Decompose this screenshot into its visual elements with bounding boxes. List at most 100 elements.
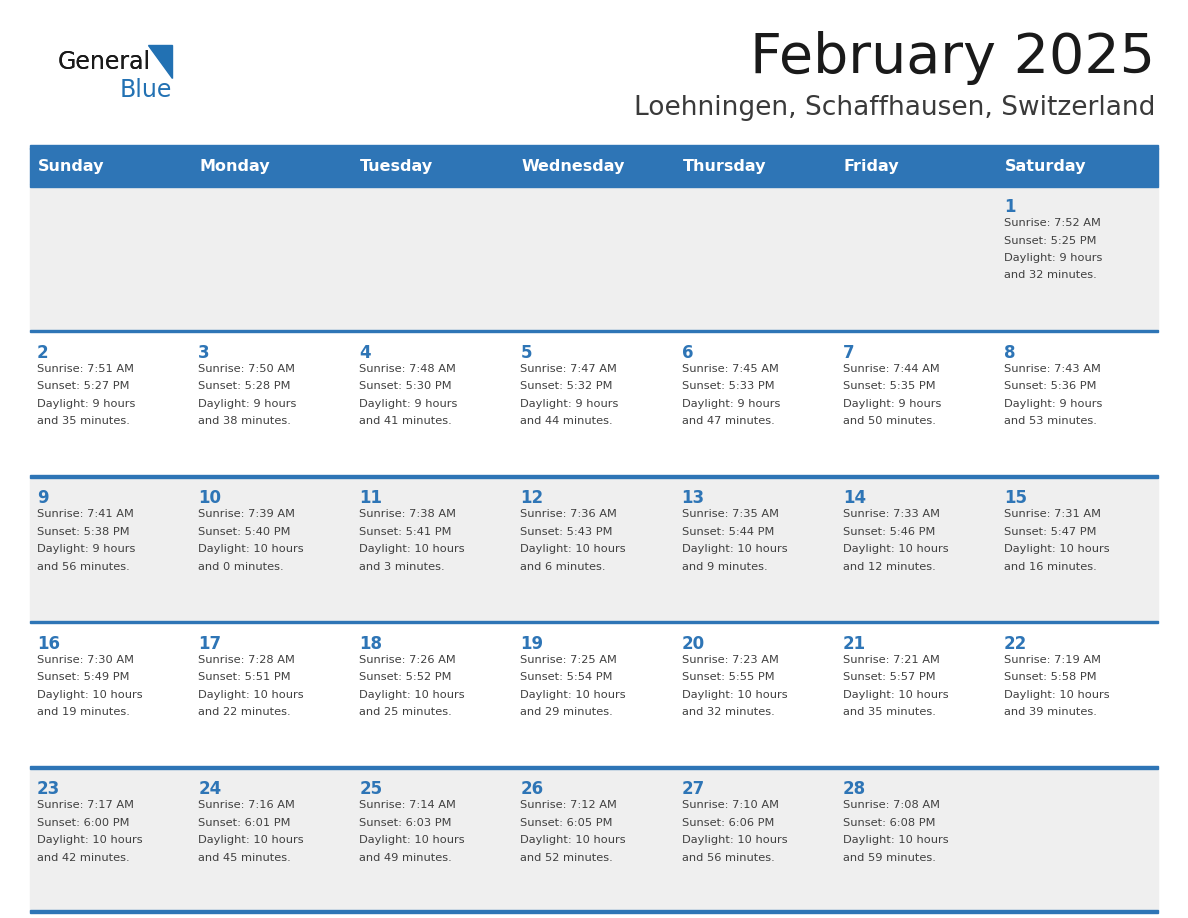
Text: Sunset: 6:01 PM: Sunset: 6:01 PM [198,818,291,828]
Bar [30,145,1158,149]
Text: 14: 14 [842,489,866,508]
Text: Daylight: 10 hours: Daylight: 10 hours [198,544,304,554]
Text: Daylight: 10 hours: Daylight: 10 hours [682,689,788,700]
Text: and 35 minutes.: and 35 minutes. [842,707,936,717]
Polygon shape [148,45,172,78]
Text: Sunrise: 7:36 AM: Sunrise: 7:36 AM [520,509,618,520]
Text: 7: 7 [842,343,854,362]
Text: Sunrise: 7:23 AM: Sunrise: 7:23 AM [682,655,778,665]
Text: Sunrise: 7:41 AM: Sunrise: 7:41 AM [37,509,134,520]
Text: Sunset: 5:40 PM: Sunset: 5:40 PM [198,527,291,537]
Text: 4: 4 [359,343,371,362]
Text: Daylight: 10 hours: Daylight: 10 hours [198,689,304,700]
Text: Daylight: 10 hours: Daylight: 10 hours [842,689,948,700]
Text: Sunrise: 7:39 AM: Sunrise: 7:39 AM [198,509,295,520]
Text: and 56 minutes.: and 56 minutes. [682,853,775,863]
Text: and 52 minutes.: and 52 minutes. [520,853,613,863]
Bar [30,148,1158,184]
Text: 6: 6 [682,343,693,362]
Text: Daylight: 9 hours: Daylight: 9 hours [520,398,619,409]
Text: Daylight: 10 hours: Daylight: 10 hours [842,835,948,845]
Text: Sunset: 6:08 PM: Sunset: 6:08 PM [842,818,935,828]
Text: Sunrise: 7:33 AM: Sunrise: 7:33 AM [842,509,940,520]
Text: and 53 minutes.: and 53 minutes. [1004,416,1097,426]
Text: and 0 minutes.: and 0 minutes. [198,562,284,572]
Text: Sunrise: 7:14 AM: Sunrise: 7:14 AM [359,800,456,811]
Text: Sunset: 5:43 PM: Sunset: 5:43 PM [520,527,613,537]
Text: Sunrise: 7:28 AM: Sunrise: 7:28 AM [198,655,295,665]
Text: 13: 13 [682,489,704,508]
Text: Sunset: 5:30 PM: Sunset: 5:30 PM [359,381,451,391]
Text: Sunset: 5:57 PM: Sunset: 5:57 PM [842,672,935,682]
Text: and 50 minutes.: and 50 minutes. [842,416,936,426]
Text: and 16 minutes.: and 16 minutes. [1004,562,1097,572]
Text: February 2025: February 2025 [750,31,1155,85]
Text: 10: 10 [198,489,221,508]
Text: Sunset: 5:54 PM: Sunset: 5:54 PM [520,672,613,682]
Text: and 39 minutes.: and 39 minutes. [1004,707,1097,717]
Text: Monday: Monday [200,159,270,174]
Text: Sunrise: 7:21 AM: Sunrise: 7:21 AM [842,655,940,665]
Text: Daylight: 9 hours: Daylight: 9 hours [1004,253,1102,263]
Bar [30,623,1158,767]
Text: Thursday: Thursday [683,159,766,174]
Text: and 29 minutes.: and 29 minutes. [520,707,613,717]
Bar [30,184,1158,186]
Text: Daylight: 9 hours: Daylight: 9 hours [198,398,297,409]
Text: Daylight: 10 hours: Daylight: 10 hours [359,544,465,554]
Text: Daylight: 9 hours: Daylight: 9 hours [359,398,457,409]
Text: Daylight: 10 hours: Daylight: 10 hours [682,835,788,845]
Text: and 59 minutes.: and 59 minutes. [842,853,936,863]
Text: Sunset: 5:49 PM: Sunset: 5:49 PM [37,672,129,682]
Text: and 35 minutes.: and 35 minutes. [37,416,129,426]
Text: 27: 27 [682,780,704,799]
Text: Daylight: 10 hours: Daylight: 10 hours [37,689,143,700]
Text: Sunrise: 7:26 AM: Sunrise: 7:26 AM [359,655,456,665]
Text: Sunrise: 7:51 AM: Sunrise: 7:51 AM [37,364,134,374]
Text: Sunset: 5:44 PM: Sunset: 5:44 PM [682,527,773,537]
Text: Daylight: 9 hours: Daylight: 9 hours [1004,398,1102,409]
Text: Daylight: 9 hours: Daylight: 9 hours [842,398,941,409]
Text: General: General [58,50,151,74]
Text: Sunset: 5:58 PM: Sunset: 5:58 PM [1004,672,1097,682]
Text: and 41 minutes.: and 41 minutes. [359,416,453,426]
Text: 2: 2 [37,343,49,362]
Text: Daylight: 10 hours: Daylight: 10 hours [520,835,626,845]
Text: 17: 17 [198,635,221,653]
Text: Daylight: 10 hours: Daylight: 10 hours [842,544,948,554]
Text: 5: 5 [520,343,532,362]
Text: Sunset: 6:05 PM: Sunset: 6:05 PM [520,818,613,828]
Text: Sunset: 5:47 PM: Sunset: 5:47 PM [1004,527,1097,537]
Text: Daylight: 10 hours: Daylight: 10 hours [37,835,143,845]
Text: 25: 25 [359,780,383,799]
Text: Daylight: 9 hours: Daylight: 9 hours [37,398,135,409]
Text: Sunset: 5:33 PM: Sunset: 5:33 PM [682,381,775,391]
Text: 1: 1 [1004,198,1016,216]
Text: Sunset: 5:46 PM: Sunset: 5:46 PM [842,527,935,537]
Text: 15: 15 [1004,489,1026,508]
Text: Daylight: 10 hours: Daylight: 10 hours [1004,689,1110,700]
Text: Daylight: 10 hours: Daylight: 10 hours [520,689,626,700]
Text: Sunrise: 7:17 AM: Sunrise: 7:17 AM [37,800,134,811]
Text: 11: 11 [359,489,383,508]
Text: Daylight: 10 hours: Daylight: 10 hours [1004,544,1110,554]
Text: Sunset: 5:55 PM: Sunset: 5:55 PM [682,672,775,682]
Text: Sunset: 5:28 PM: Sunset: 5:28 PM [198,381,291,391]
Text: 9: 9 [37,489,49,508]
Text: Daylight: 10 hours: Daylight: 10 hours [359,689,465,700]
Text: 20: 20 [682,635,704,653]
Bar [30,186,1158,330]
Text: 12: 12 [520,489,544,508]
Text: 21: 21 [842,635,866,653]
Text: 22: 22 [1004,635,1028,653]
Text: Sunrise: 7:12 AM: Sunrise: 7:12 AM [520,800,618,811]
Text: Daylight: 10 hours: Daylight: 10 hours [682,544,788,554]
Text: Friday: Friday [843,159,899,174]
Text: Sunrise: 7:43 AM: Sunrise: 7:43 AM [1004,364,1101,374]
Text: General: General [58,50,151,74]
Text: Sunset: 6:03 PM: Sunset: 6:03 PM [359,818,451,828]
Text: 18: 18 [359,635,383,653]
Bar [30,621,1158,623]
Text: 28: 28 [842,780,866,799]
Text: Sunrise: 7:47 AM: Sunrise: 7:47 AM [520,364,618,374]
